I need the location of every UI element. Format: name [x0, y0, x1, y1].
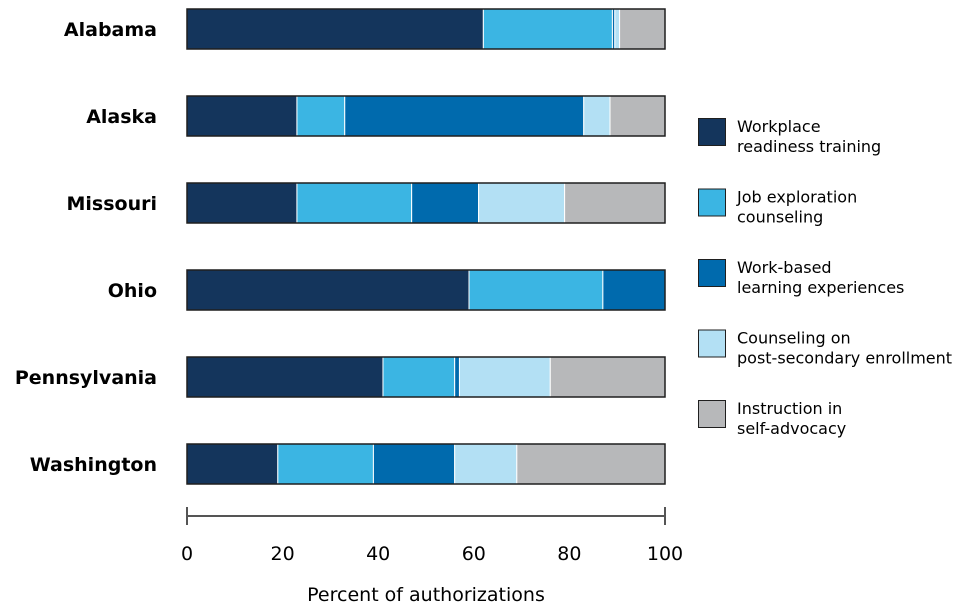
bar-segment-alaska-series-2	[296, 95, 346, 137]
bar-outline-alaska	[186, 95, 666, 137]
legend-label-1-line-1: Workplace	[737, 117, 821, 136]
bar-segment-pennsylvania-series-3	[454, 356, 460, 398]
bar-outline-washington	[186, 443, 666, 485]
bar-segment-washington-series-4	[454, 443, 518, 485]
category-labels: Alabama Alaska Missouri Ohio Pennsylvania Was…	[15, 19, 157, 476]
bar-segment-alaska-series-5	[609, 95, 666, 137]
legend-label-2-line-2: counseling	[737, 208, 823, 227]
bar-segment-washington-series-2	[277, 443, 374, 485]
bar-outline-pennsylvania	[186, 356, 666, 398]
legend-label-4-line-2: post-secondary enrollment	[737, 349, 952, 368]
legend-label-2-line-1: Job exploration	[736, 188, 857, 207]
bar-segment-ohio-series-1	[186, 269, 470, 311]
category-label-alabama: Alabama	[64, 19, 157, 41]
bar-segment-alaska-series-3	[344, 95, 585, 137]
category-label-alaska: Alaska	[86, 106, 157, 128]
bar-segment-missouri-series-1	[186, 182, 298, 224]
bar-segment-washington-series-5	[516, 443, 666, 485]
category-label-pennsylvania: Pennsylvania	[15, 367, 157, 389]
legend-label-1-line-2: readiness training	[737, 137, 881, 156]
bar-segment-washington-series-1	[186, 443, 279, 485]
legend-swatch-1	[698, 118, 726, 146]
bar-segment-pennsylvania-series-4	[458, 356, 551, 398]
category-label-ohio: Ohio	[108, 280, 157, 302]
x-tick-label: 20	[271, 543, 295, 565]
legend-label-3-line-1: Work-based	[737, 258, 832, 277]
x-tick-label: 80	[557, 543, 581, 565]
bar-segment-missouri-series-3	[411, 182, 480, 224]
legend-label-4-line-1: Counseling on	[737, 329, 851, 348]
x-axis: 0 20 40 60 80 100	[181, 507, 683, 565]
bars	[186, 8, 666, 485]
bar-segment-missouri-series-5	[564, 182, 666, 224]
bar-segment-pennsylvania-series-1	[186, 356, 384, 398]
bar-segment-alabama-series-2	[482, 8, 613, 50]
x-axis-title: Percent of authorizations	[307, 584, 545, 606]
bar-segment-alabama-series-5	[619, 8, 666, 50]
bar-segment-alaska-series-4	[583, 95, 611, 137]
bar-segment-ohio-series-2	[468, 269, 604, 311]
legend-label-5-line-2: self-advocacy	[737, 419, 846, 438]
bar-segment-alaska-series-1	[186, 95, 298, 137]
bar-segment-alabama-series-4	[614, 8, 621, 50]
bar-segment-alabama-series-1	[186, 8, 484, 50]
legend-swatch-5	[698, 400, 726, 428]
bar-segment-ohio-series-3	[602, 269, 666, 311]
legend-label-5-line-1: Instruction in	[737, 399, 842, 418]
x-tick-label: 0	[181, 543, 193, 565]
bar-segment-pennsylvania-series-2	[382, 356, 456, 398]
bar-segment-missouri-series-4	[478, 182, 566, 224]
x-tick-label: 60	[462, 543, 486, 565]
legend-swatch-2	[698, 188, 726, 217]
bar-outline-alabama	[186, 8, 666, 50]
x-tick-label: 100	[647, 543, 683, 565]
bar-outline-missouri	[186, 182, 666, 224]
bar-segment-washington-series-3	[372, 443, 456, 485]
category-label-missouri: Missouri	[66, 193, 157, 215]
legend-label-3-line-2: learning experiences	[737, 278, 904, 297]
bar-segment-pennsylvania-series-5	[549, 356, 666, 398]
category-label-washington: Washington	[30, 454, 157, 476]
legend-swatch-4	[698, 329, 726, 358]
legend-swatch-3	[698, 259, 726, 287]
x-tick-label: 40	[366, 543, 390, 565]
bar-segment-missouri-series-2	[296, 182, 413, 224]
bar-outline-ohio	[186, 269, 666, 311]
